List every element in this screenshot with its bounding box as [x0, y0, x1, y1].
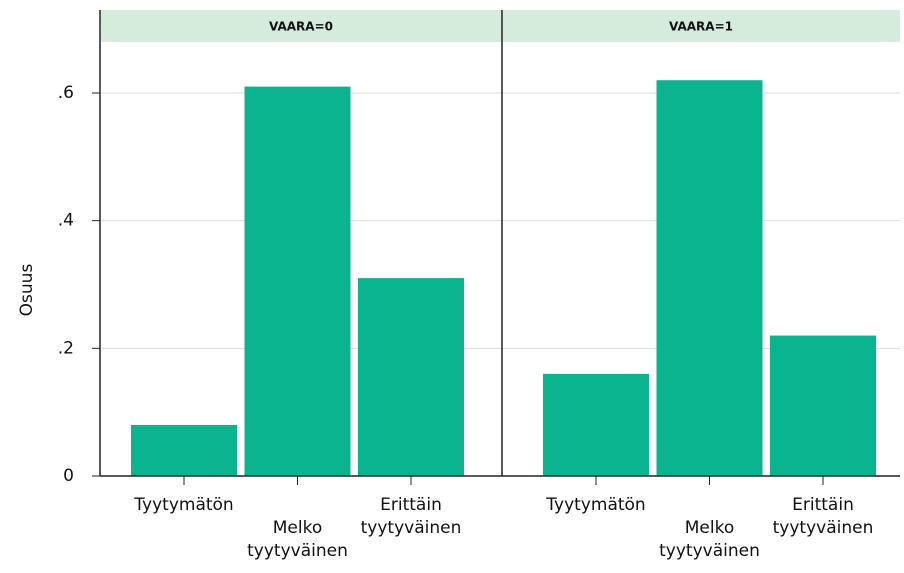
strip	[503, 10, 900, 42]
y-tick-label: .6	[58, 83, 74, 103]
x-tick-label: Tyytymätön	[545, 495, 645, 515]
panel-title: VAARA=1	[669, 20, 733, 34]
bar	[770, 335, 876, 476]
y-axis-label: Osuus	[17, 264, 37, 317]
x-tick-label: Erittäin tyytyväinen	[773, 495, 874, 538]
bar	[358, 278, 464, 476]
bar	[131, 424, 237, 476]
x-tick-label: Tyytymätön	[133, 495, 233, 515]
bar	[244, 86, 351, 477]
x-tick-label: Erittäin tyytyväinen	[361, 495, 462, 538]
x-tick-label: Melko tyytyväinen	[247, 518, 348, 561]
x-tick-label: Melko tyytyväinen	[659, 518, 760, 561]
strip	[101, 10, 502, 42]
y-tick-label: .2	[58, 338, 74, 358]
bar	[543, 373, 649, 476]
y-tick-label: 0	[63, 466, 74, 486]
y-tick-label: .4	[58, 211, 74, 231]
panel-title: VAARA=0	[269, 20, 333, 34]
bar	[656, 80, 763, 476]
